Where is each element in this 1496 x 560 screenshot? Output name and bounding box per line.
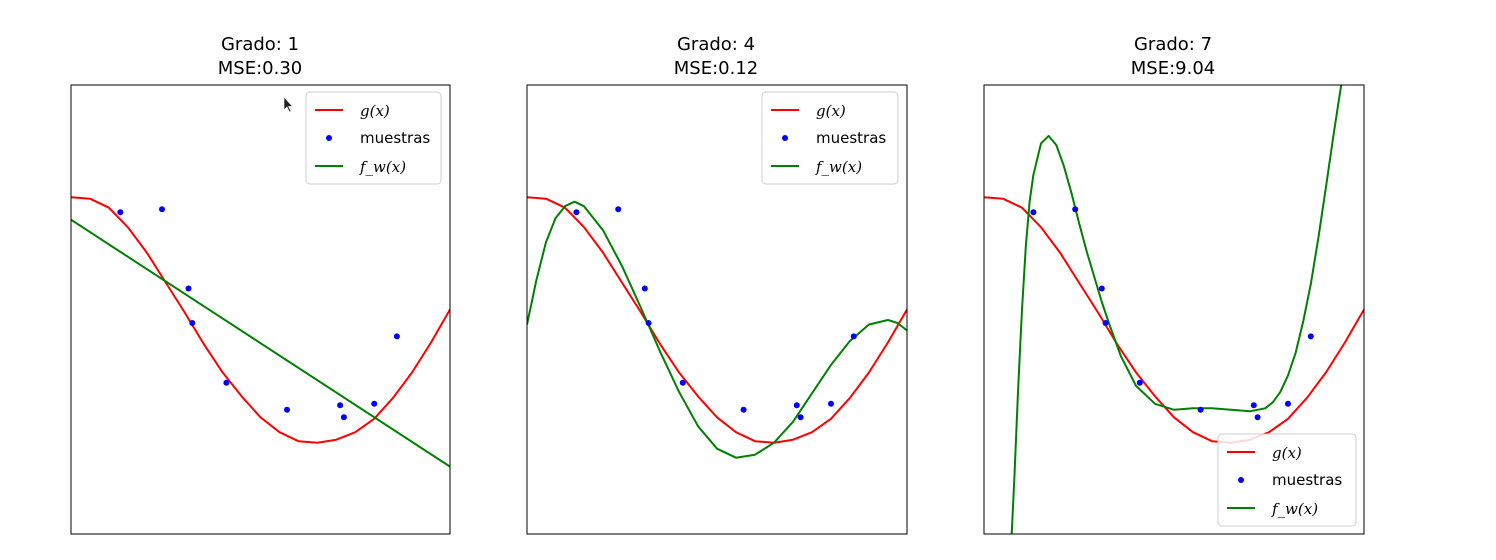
legend-label-g: g(x) [360,102,390,120]
sample-point [337,402,344,409]
series-layer [71,196,450,468]
axes-frame [983,84,1365,535]
series-line-g [71,196,450,444]
legend: g(x) muestras f_w(x) [305,91,442,185]
legend-marker-muestras [326,135,332,141]
sample-point [284,406,290,413]
chart-title: Grado: 1 [221,34,299,55]
sample-point [159,206,165,213]
sample-point [1197,406,1204,413]
sample-point [1254,414,1261,421]
sample-point [1250,402,1257,409]
plot-area [70,84,451,535]
sample-point [223,379,230,386]
series-line-g [527,196,907,444]
sample-point [1030,209,1037,216]
chart-subtitle: MSE:0.12 [674,58,758,79]
legend-label-g: g(x) [1272,444,1302,462]
sample-point [645,320,652,326]
sample-point [185,285,192,292]
sample-point [679,379,686,386]
axes-frame [70,84,451,535]
sample-point [1285,400,1291,407]
plot-area [526,84,908,535]
series-line-fw [1010,85,1343,534]
chart-title: Grado: 7 [1134,34,1212,55]
legend-frame [761,91,899,185]
legend-label-fw: f_w(x) [1271,500,1318,518]
legend-label-fw: f_w(x) [359,158,406,176]
series-layer [984,85,1364,534]
subplot-1: Grado: 1 MSE:0.30 g(x) muestras f_w(x) [70,34,451,535]
sample-point [615,206,622,213]
sample-point [393,333,400,340]
sample-point [1102,320,1109,326]
chart-subtitle: MSE:9.04 [1131,58,1215,79]
legend-label-g: g(x) [816,102,846,120]
axes-frame [526,84,908,535]
subplot-2: Grado: 4 MSE:0.12 g(x) muestras f_w(x) [526,34,908,535]
legend-label-muestras: muestras [816,129,886,147]
series-line-fw [71,218,450,468]
legend: g(x) muestras f_w(x) [761,91,899,185]
sample-point [1098,285,1105,292]
subplot-3: Grado: 7 MSE:9.04 g(x) muestras f_w(x) [983,34,1365,535]
sample-point [1072,206,1079,213]
sample-point [117,209,124,216]
series-line-g [984,196,1364,444]
mouse-cursor-icon [283,96,294,113]
legend-label-muestras: muestras [1272,471,1342,489]
sample-point [740,406,747,413]
legend-label-fw: f_w(x) [815,158,862,176]
plot-area [983,84,1365,535]
sample-point [793,402,800,409]
chart-subtitle: MSE:0.30 [218,58,302,79]
sample-point [1136,379,1143,386]
sample-point [641,285,648,292]
legend-marker-muestras [782,135,788,141]
sample-point [371,400,378,407]
sample-point [1307,333,1314,340]
sample-point [828,400,834,407]
chart-title: Grado: 4 [677,34,755,55]
legend: g(x) muestras f_w(x) [1217,433,1357,527]
legend-marker-muestras [1238,477,1244,483]
legend-frame [1217,433,1357,527]
series-layer [527,196,907,459]
sample-point [573,209,580,216]
sample-point [850,333,857,340]
sample-point [189,320,196,326]
legend-frame [305,91,442,185]
series-line-fw [527,200,907,459]
sample-point [797,414,804,421]
legend-label-muestras: muestras [360,129,430,147]
sample-point [340,414,347,421]
